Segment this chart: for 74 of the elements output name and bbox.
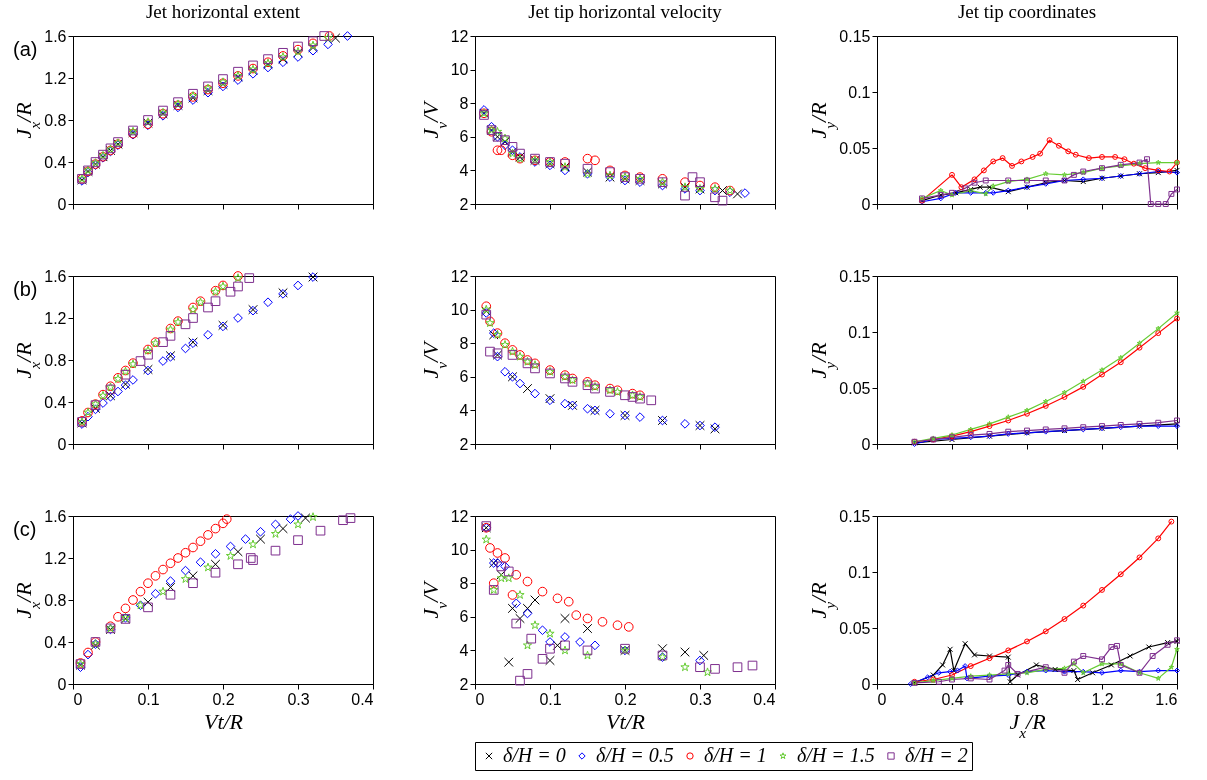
y-tick-label: 0.1	[848, 83, 871, 101]
y-tick-label: 12	[450, 507, 469, 525]
y-tick-label: 6	[459, 128, 469, 146]
x-tick-label: 0.1	[539, 690, 562, 708]
y-tick-label: 0.4	[44, 633, 67, 651]
y-tick-label: 10	[450, 301, 469, 319]
y-tick-label: 6	[459, 608, 469, 626]
y-tick-label: 0.8	[44, 351, 67, 369]
x-tick-label: 0	[877, 690, 887, 708]
y-tick-label: 0	[57, 675, 67, 693]
text: (b)	[13, 278, 38, 300]
y-tick-label: 0	[861, 435, 871, 453]
y-tick-label: 1.6	[44, 27, 67, 45]
x-tick-label: 0	[73, 690, 83, 708]
x-tick-label: 0.4	[941, 690, 964, 708]
text: (c)	[13, 518, 37, 540]
x-axis-title: Vt/R	[605, 708, 646, 734]
y-tick-label: 1.6	[44, 507, 67, 525]
y-tick-label: 4	[459, 401, 469, 419]
y-tick-label: 0.15	[839, 507, 871, 525]
chart-title: Jet tip horizontal velocity	[528, 1, 723, 22]
y-tick-label: 0.4	[44, 153, 67, 171]
x-tick-label: 0.2	[614, 690, 637, 708]
y-tick-label: 12	[450, 267, 469, 285]
y-tick-label: 0.05	[839, 619, 871, 637]
y-tick-label: 8	[459, 334, 469, 352]
x-tick-label: 0.3	[689, 690, 712, 708]
y-tick-label: 0.1	[848, 563, 871, 581]
y-tick-label: 0.05	[839, 139, 871, 157]
x-tick-label: 0	[475, 690, 485, 708]
y-tick-label: 2	[459, 435, 469, 453]
chart-title: Jet horizontal extent	[145, 1, 301, 22]
y-tick-label: 0	[861, 195, 871, 213]
chart-title: Jet tip coordinates	[957, 1, 1097, 22]
y-tick-label: 1.2	[44, 549, 67, 567]
y-tick-label: 4	[459, 641, 469, 659]
y-tick-label: 8	[459, 574, 469, 592]
x-tick-label: 0.4	[753, 690, 776, 708]
y-tick-label: 8	[459, 94, 469, 112]
x-tick-label: 0.2	[212, 690, 235, 708]
legend-label: δ/H = 0	[503, 744, 566, 766]
x-tick-label: 1.2	[1091, 690, 1114, 708]
y-tick-label: 2	[459, 675, 469, 693]
y-tick-label: 0	[57, 195, 67, 213]
x-axis-title: J$_{x}$/R	[1009, 708, 1047, 740]
y-tick-label: 6	[459, 368, 469, 386]
y-tick-label: 2	[459, 195, 469, 213]
legend-label: δ/H = 1.5	[797, 744, 875, 766]
x-tick-label: 0.3	[287, 690, 310, 708]
y-tick-label: 1.6	[44, 267, 67, 285]
y-tick-label: 0.05	[839, 379, 871, 397]
y-tick-label: 0	[57, 435, 67, 453]
y-tick-label: 12	[450, 27, 469, 45]
y-tick-label: 0	[861, 675, 871, 693]
y-tick-label: 1.2	[44, 69, 67, 87]
y-tick-label: 0.8	[44, 111, 67, 129]
legend-label: δ/H = 0.5	[596, 744, 674, 766]
x-tick-label: 1.6	[1155, 690, 1178, 708]
y-tick-label: 0.15	[839, 267, 871, 285]
y-tick-label: 0.8	[44, 591, 67, 609]
y-tick-label: 0.15	[839, 27, 871, 45]
legend-label: δ/H = 1	[704, 744, 767, 766]
x-axis-title: Vt/R	[203, 708, 244, 734]
x-tick-label: 0.1	[137, 690, 160, 708]
y-tick-label: 10	[450, 61, 469, 79]
y-tick-label: 4	[459, 161, 469, 179]
y-tick-label: 0.4	[44, 393, 67, 411]
y-tick-label: 1.2	[44, 309, 67, 327]
text: (a)	[13, 38, 38, 60]
x-tick-label: 0.4	[351, 690, 374, 708]
legend-label: δ/H = 2	[905, 744, 968, 766]
x-tick-label: 0.8	[1016, 690, 1039, 708]
y-tick-label: 10	[450, 541, 469, 559]
y-tick-label: 0.1	[848, 323, 871, 341]
